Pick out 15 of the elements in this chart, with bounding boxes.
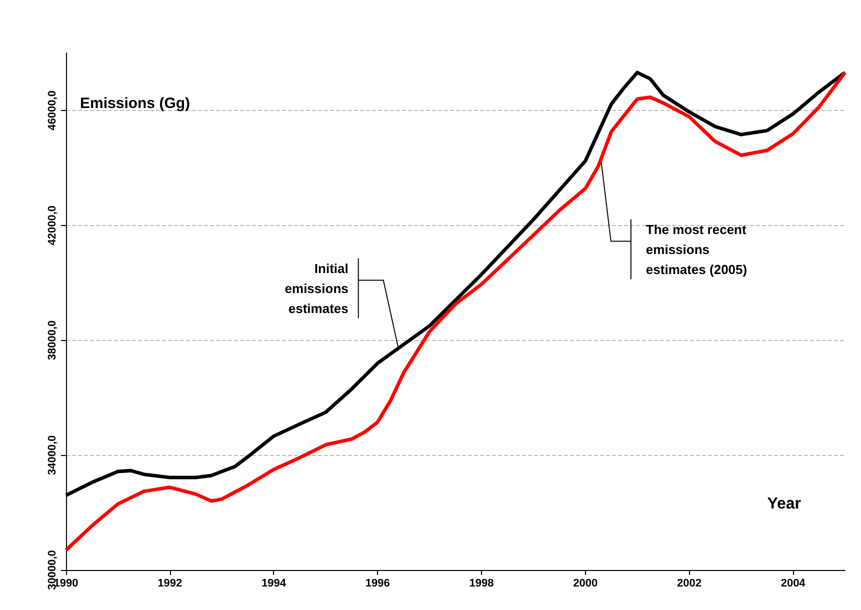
x-tick-label: 2002 bbox=[676, 578, 702, 590]
y-tick-label: 46000,0 bbox=[46, 90, 58, 130]
x-tick-label: 1998 bbox=[469, 578, 494, 590]
x-tick-label: 1994 bbox=[261, 578, 287, 590]
annotation: The most recent emissions estimates (2005) bbox=[646, 222, 748, 277]
annotation: Initial emissions estimates bbox=[284, 260, 348, 316]
y-tick-label: 38000,0 bbox=[46, 320, 58, 360]
y-axis-title: Emissions (Gg) bbox=[80, 95, 190, 112]
x-tick-label: 1996 bbox=[365, 578, 390, 590]
y-tick-label: 42000,0 bbox=[46, 205, 58, 246]
x-tick-label: 2004 bbox=[780, 578, 806, 590]
x-tick-label: 2000 bbox=[573, 578, 598, 590]
x-axis-title: Year bbox=[767, 496, 801, 512]
x-tick-label: 1992 bbox=[158, 578, 182, 590]
y-tick-label: 34000,0 bbox=[46, 435, 58, 475]
